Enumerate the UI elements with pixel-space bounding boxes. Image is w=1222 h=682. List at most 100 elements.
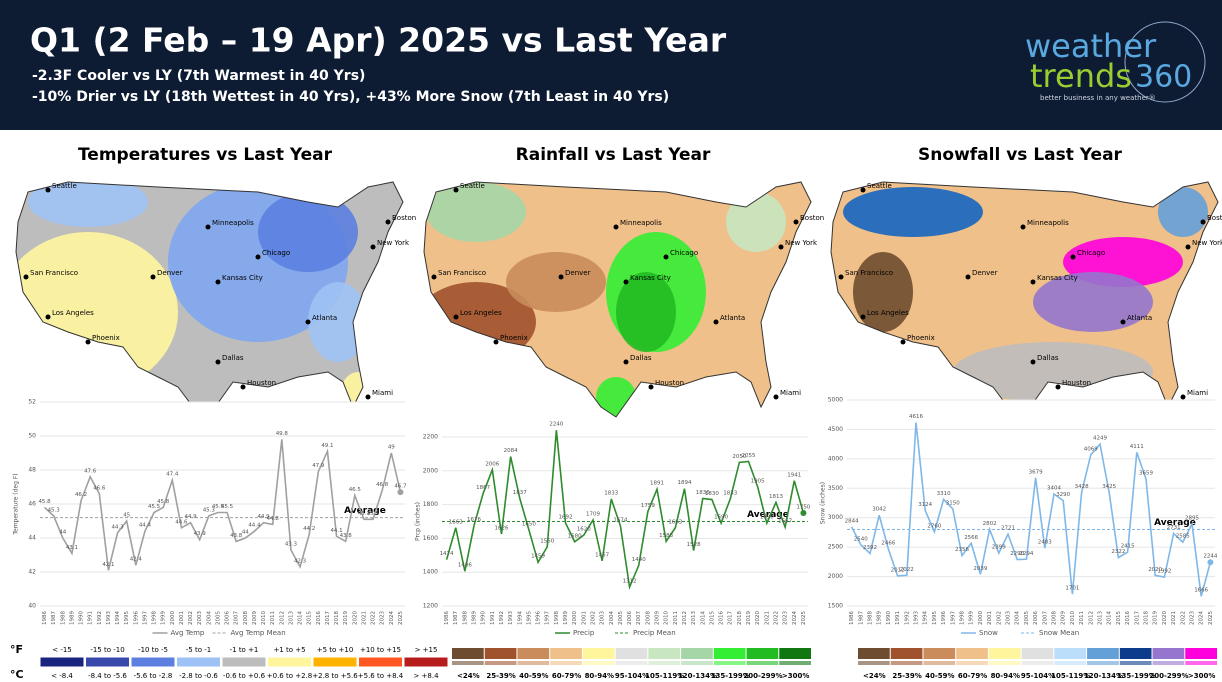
city-dot bbox=[778, 244, 784, 250]
x-tick-label: 2015 bbox=[709, 611, 715, 625]
x-tick-label: 2017 bbox=[1134, 611, 1140, 625]
legend-label: > +15 bbox=[415, 646, 438, 654]
x-tick-label: 1986 bbox=[849, 611, 855, 625]
y-tick-label: 1500 bbox=[828, 603, 843, 610]
data-label: 45 bbox=[123, 513, 130, 519]
data-label: 1750 bbox=[796, 505, 810, 511]
city-dot bbox=[150, 274, 156, 280]
city-label: New York bbox=[1192, 239, 1222, 247]
y-tick-label: 4500 bbox=[828, 426, 843, 433]
map-region bbox=[726, 192, 786, 252]
data-label: 1474 bbox=[440, 551, 454, 557]
x-tick-label: 2003 bbox=[600, 611, 606, 625]
data-label: 44.6 bbox=[175, 519, 188, 525]
city-dot bbox=[965, 274, 971, 280]
city-label: Dallas bbox=[222, 354, 244, 362]
map-region bbox=[616, 272, 676, 352]
legend-swatch bbox=[1185, 661, 1217, 665]
x-tick-label: 1995 bbox=[124, 611, 130, 625]
data-label: 49 bbox=[388, 445, 395, 451]
map-title: Snowfall vs Last Year bbox=[918, 145, 1123, 165]
x-tick-label: 1987 bbox=[453, 611, 459, 625]
x-tick-label: 2004 bbox=[1015, 611, 1021, 625]
y-tick-label: 2000 bbox=[423, 467, 438, 474]
logo-tagline: better business in any weather® bbox=[1040, 94, 1156, 102]
data-label: 47.6 bbox=[84, 468, 97, 474]
map-region bbox=[28, 182, 148, 227]
city-dot bbox=[85, 339, 91, 345]
header-bg bbox=[0, 0, 1222, 130]
city-label: San Francisco bbox=[438, 269, 486, 277]
x-tick-label: 2019 bbox=[1153, 611, 1159, 625]
legend-swatch bbox=[648, 661, 681, 665]
data-label: 1467 bbox=[595, 552, 609, 558]
x-tick-label: 2025 bbox=[398, 611, 404, 625]
average-label: Average bbox=[344, 506, 386, 516]
x-tick-label: 2015 bbox=[307, 611, 313, 625]
x-tick-label: 1996 bbox=[133, 611, 139, 625]
data-label: 2012 bbox=[891, 567, 905, 573]
legend-label: Snow bbox=[979, 629, 998, 637]
city-label: Los Angeles bbox=[867, 309, 909, 317]
legend-swatch bbox=[1021, 648, 1054, 659]
x-tick-label: 1998 bbox=[554, 611, 560, 625]
last-point bbox=[800, 510, 807, 517]
city-label: Phoenix bbox=[907, 334, 935, 342]
map-outline bbox=[15, 181, 404, 418]
city-dot bbox=[1180, 394, 1186, 400]
city-dot bbox=[648, 384, 654, 390]
x-tick-label: 2020 bbox=[755, 611, 761, 625]
data-label: 43.8 bbox=[340, 533, 353, 539]
legend-label: 200-299% bbox=[743, 672, 782, 680]
x-tick-label: 2018 bbox=[737, 611, 743, 625]
x-tick-label: 2004 bbox=[609, 611, 615, 625]
y-axis-label: Prcp (inches) bbox=[415, 502, 422, 541]
data-label: 2585 bbox=[1176, 534, 1190, 540]
legend-label: < -8.4 bbox=[51, 672, 73, 680]
data-label: 2392 bbox=[863, 545, 877, 551]
x-tick-label: 2002 bbox=[996, 611, 1002, 625]
city-dot bbox=[240, 384, 246, 390]
data-label: 44.4 bbox=[248, 523, 261, 529]
data-label: 43.1 bbox=[66, 545, 78, 551]
line bbox=[850, 422, 1212, 597]
x-tick-label: 1990 bbox=[886, 611, 892, 625]
city-dot bbox=[838, 274, 844, 280]
data-label: 1833 bbox=[723, 491, 737, 497]
legend-swatch bbox=[713, 661, 746, 665]
x-tick-label: 2006 bbox=[1033, 611, 1039, 625]
x-tick-label: 2006 bbox=[225, 611, 231, 625]
x-tick-label: 1989 bbox=[877, 611, 883, 625]
legend-label: +5 to +10 bbox=[317, 646, 354, 654]
legend-swatch bbox=[452, 661, 484, 665]
x-tick-label: 2025 bbox=[801, 611, 807, 625]
legend-swatch bbox=[452, 648, 484, 659]
x-tick-label: 1995 bbox=[526, 611, 532, 625]
map-region bbox=[1158, 187, 1208, 237]
city-label: Seattle bbox=[52, 182, 77, 190]
legend-label: 105-119% bbox=[1051, 672, 1090, 680]
data-label: 2483 bbox=[1038, 540, 1052, 546]
x-tick-label: 2009 bbox=[1061, 611, 1067, 625]
y-tick-label: 4000 bbox=[828, 455, 843, 462]
data-label: 3290 bbox=[1056, 492, 1070, 498]
data-label: 45.8 bbox=[157, 499, 170, 505]
map-region bbox=[1033, 272, 1153, 332]
x-tick-label: 2014 bbox=[298, 611, 304, 625]
data-label: 1941 bbox=[787, 472, 801, 478]
city-label: New York bbox=[785, 239, 818, 247]
legend-label: <24% bbox=[863, 672, 886, 680]
x-tick-label: 1987 bbox=[858, 611, 864, 625]
data-label: 46.2 bbox=[75, 492, 87, 498]
x-tick-label: 1991 bbox=[88, 611, 94, 625]
data-label: 1692 bbox=[559, 514, 573, 520]
map-region bbox=[953, 342, 1153, 402]
city-label: Kansas City bbox=[630, 274, 671, 282]
city-label: Atlanta bbox=[1127, 314, 1152, 322]
legend-label: -1 to +1 bbox=[230, 646, 259, 654]
city-label: Chicago bbox=[262, 249, 290, 257]
city-dot bbox=[45, 187, 51, 193]
legend-swatch bbox=[890, 648, 923, 659]
x-tick-label: 2000 bbox=[978, 611, 984, 625]
legend-swatch bbox=[312, 656, 358, 668]
